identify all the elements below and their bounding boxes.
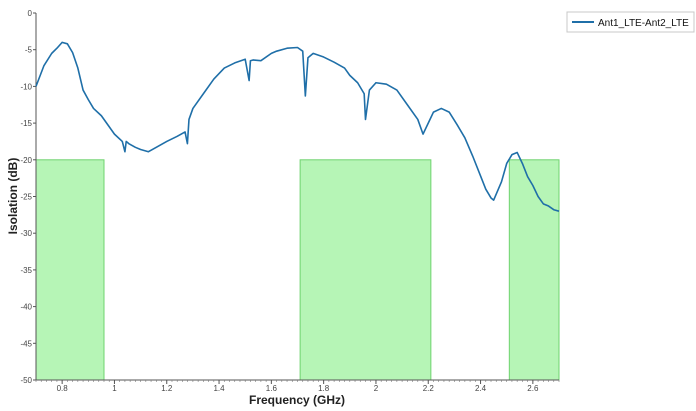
x-tick-label: 1.2 — [161, 384, 173, 393]
series-lines — [35, 41, 560, 212]
plot-area — [36, 13, 559, 380]
y-tick-label: -10 — [20, 82, 32, 91]
y-tick-label: -25 — [20, 193, 32, 202]
x-tick-label: 1.8 — [318, 384, 330, 393]
shaded-band-3 — [508, 159, 560, 381]
y-tick-label: -20 — [20, 156, 32, 165]
y-tick-label: 0 — [28, 9, 33, 18]
x-tick-label: 2.6 — [527, 384, 539, 393]
y-axis-title: Isolation (dB) — [6, 158, 20, 235]
x-tick-label: 0.8 — [57, 384, 69, 393]
shaded-bands — [35, 159, 560, 381]
x-tick-label: 1.6 — [266, 384, 278, 393]
legend-box — [566, 11, 695, 33]
x-tick-label: 1 — [112, 384, 117, 393]
x-tick-label: 2 — [374, 384, 379, 393]
shaded-band-1 — [35, 159, 105, 381]
legend-label: Ant1_LTE-Ant2_LTE — [598, 18, 689, 29]
y-tick-label: -45 — [20, 339, 32, 348]
y-tick-label: -35 — [20, 266, 32, 275]
x-tick-label: 2.4 — [475, 384, 487, 393]
y-tick-label: -30 — [20, 229, 32, 238]
x-axis-title: Frequency (GHz) — [249, 393, 345, 407]
x-tick-label: 1.4 — [213, 384, 225, 393]
legend: Ant1_LTE-Ant2_LTE — [566, 11, 695, 33]
x-tick-label: 2.2 — [423, 384, 435, 393]
y-tick-label: -50 — [20, 376, 32, 385]
shaded-band-2 — [299, 159, 432, 381]
series-line-1 — [35, 41, 560, 212]
y-tick-label: -40 — [20, 303, 32, 312]
y-tick-label: -15 — [20, 119, 32, 128]
ticks: 0 -5 -10 -15 -20 -25 -30 -35 -40 -45 -50 0.8 1 1.2 1.4… — [20, 9, 560, 393]
y-tick-label: -5 — [25, 46, 33, 55]
